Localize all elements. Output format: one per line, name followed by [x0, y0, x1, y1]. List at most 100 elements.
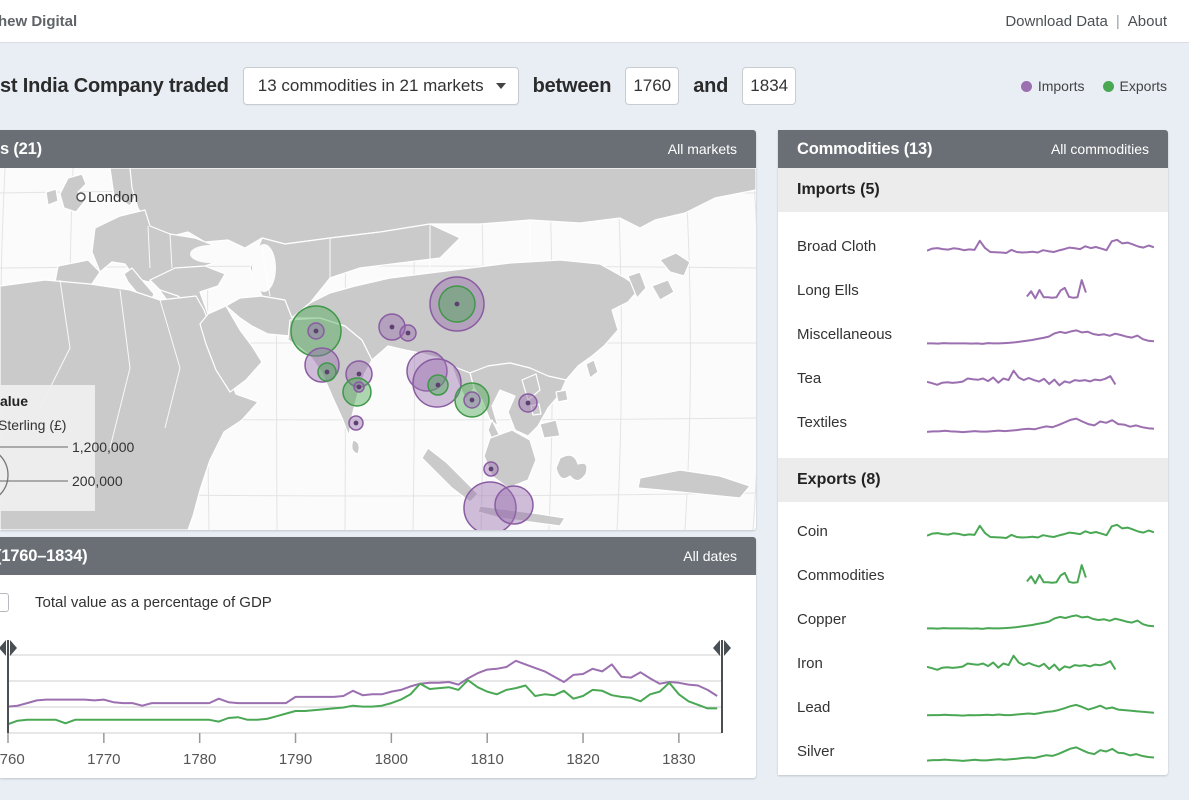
trade-map[interactable]: London alue Sterling (£) 1,200,000 200,0…	[0, 167, 756, 530]
download-data-link[interactable]: Download Data	[1005, 12, 1108, 30]
market-center-dot	[353, 420, 359, 426]
caspian-sea	[252, 244, 276, 292]
commodities-panel-title: Commodities (13)	[797, 139, 933, 158]
commodity-sparkline	[927, 523, 1154, 539]
timeline-chart[interactable]: 1760 1770 1780 1790 1800 1810 1820 1830	[0, 613, 756, 773]
sentence-title: st India Company traded	[0, 74, 229, 97]
commodity-row-copper[interactable]: Copper	[778, 597, 1168, 641]
commodity-row-coin[interactable]: Coin	[778, 509, 1168, 553]
timeline-series-imports	[7, 659, 718, 708]
commodity-row-broad-cloth[interactable]: Broad Cloth	[778, 224, 1168, 268]
imports-exports-legend: Imports Exports	[1020, 78, 1167, 94]
all-markets-button[interactable]: All markets	[667, 141, 737, 157]
legend-subtitle: Sterling (£)	[0, 417, 67, 433]
imports-section-heading: Imports (5)	[778, 168, 1168, 212]
imports-list: Broad Cloth Long Ells Miscellaneous Tea Text…	[778, 212, 1168, 444]
commodity-row-commodities[interactable]: Commodities	[778, 553, 1168, 597]
dates-panel-title: (1760–1834)	[0, 546, 88, 565]
commodity-sparkline	[1026, 564, 1087, 585]
commodities-panel: Commodities (13) All commodities Imports…	[778, 130, 1168, 775]
commodity-row-textiles[interactable]: Textiles	[778, 400, 1168, 444]
market-bubbles[interactable]	[290, 276, 538, 530]
commodity-row-silver[interactable]: Silver	[778, 729, 1168, 773]
about-link[interactable]: About	[1127, 12, 1167, 30]
map-borders	[39, 220, 531, 449]
gdp-percentage-checkbox[interactable]	[0, 593, 9, 612]
commodity-sparkline	[927, 746, 1154, 762]
between-label: between	[532, 74, 612, 97]
market-bubble[interactable]	[406, 350, 448, 392]
year-from-input[interactable]	[625, 67, 680, 105]
market-center-dot	[324, 369, 330, 375]
x-axis-tick-label: 1820	[566, 751, 599, 768]
exports-section-heading: Exports (8)	[778, 458, 1168, 502]
commodity-sparkline	[927, 369, 1117, 387]
commodity-name: Silver	[797, 742, 835, 760]
site-brand: hew Digital	[0, 12, 78, 30]
x-axis-tick-label: 1760	[0, 751, 25, 768]
commodity-sparkline	[927, 238, 1154, 254]
market-center-dot	[525, 400, 531, 406]
legend-exports: Exports	[1102, 78, 1167, 94]
year-to-input[interactable]	[742, 67, 797, 105]
commodity-name: Copper	[797, 610, 847, 628]
brush-handle[interactable]	[0, 640, 17, 656]
market-center-dot	[454, 301, 460, 307]
market-bubble[interactable]	[494, 485, 534, 525]
gdp-percentage-label: Total value as a percentage of GDP	[35, 594, 272, 611]
commodities-markets-dropdown[interactable]: 13 commodities in 21 markets	[242, 67, 519, 105]
imports-dot-icon	[1020, 80, 1032, 92]
legend-imports: Imports	[1020, 78, 1085, 94]
link-separator: |	[1115, 12, 1120, 30]
map-size-legend: alue Sterling (£) 1,200,000 200,000	[0, 385, 134, 511]
market-bubble[interactable]	[463, 481, 517, 530]
commodity-name: Broad Cloth	[797, 237, 877, 255]
x-axis-tick-label: 1770	[87, 751, 120, 768]
legend-title: alue	[0, 393, 29, 409]
legend-exports-label: Exports	[1119, 78, 1167, 94]
exports-dot-icon	[1102, 80, 1114, 92]
x-axis-tick-label: 1830	[662, 751, 695, 768]
commodity-sparkline	[1026, 279, 1087, 300]
commodity-row-lead[interactable]: Lead	[778, 685, 1168, 729]
markets-panel-title: s (21)	[0, 139, 42, 158]
commodity-sparkline	[927, 703, 1154, 717]
commodity-sparkline	[927, 329, 1154, 345]
chevron-down-icon	[495, 83, 506, 89]
commodity-name: Long Ells	[797, 281, 859, 299]
x-axis-tick-label: 1790	[279, 751, 312, 768]
london-marker: London	[76, 189, 138, 206]
market-center-dot	[313, 328, 319, 334]
commodity-sparkline	[927, 614, 1154, 630]
query-sentence: st India Company traded 13 commodities i…	[0, 66, 1189, 106]
brush-handle[interactable]	[713, 640, 731, 656]
commodity-name: Textiles	[797, 413, 848, 431]
commodity-row-tea[interactable]: Tea	[778, 356, 1168, 400]
market-center-dot	[435, 382, 441, 388]
all-commodities-button[interactable]: All commodities	[1050, 141, 1149, 157]
x-axis-tick-label: 1800	[375, 751, 408, 768]
commodity-name: Commodities	[797, 566, 885, 584]
legend-big-value: 1,200,000	[72, 439, 135, 455]
legend-circles	[0, 446, 68, 496]
commodity-name: Lead	[797, 698, 831, 716]
london-label: London	[88, 189, 138, 206]
market-center-dot	[405, 330, 411, 336]
legend-small-value: 200,000	[72, 473, 123, 489]
dates-timeline-panel: (1760–1834) All dates Total value as a p…	[0, 537, 756, 778]
top-bar: hew Digital Download Data | About	[0, 0, 1189, 43]
commodity-sparkline	[927, 417, 1154, 434]
markets-map-panel: s (21) All markets	[0, 130, 756, 530]
commodity-row-long-ells[interactable]: Long Ells	[778, 268, 1168, 312]
all-dates-button[interactable]: All dates	[683, 548, 737, 564]
commodity-row-miscellaneous[interactable]: Miscellaneous	[778, 312, 1168, 356]
exports-list: Coin Commodities Copper Iron Lead Silver	[778, 502, 1168, 775]
market-center-dot	[469, 397, 475, 403]
commodity-row-iron[interactable]: Iron	[778, 641, 1168, 685]
timeline-series-exports	[7, 679, 718, 726]
market-center-dot	[488, 466, 494, 472]
commodity-name: Tea	[797, 369, 822, 387]
market-center-dot	[356, 371, 362, 377]
commodity-name: Iron	[797, 654, 823, 672]
legend-imports-label: Imports	[1037, 78, 1085, 94]
